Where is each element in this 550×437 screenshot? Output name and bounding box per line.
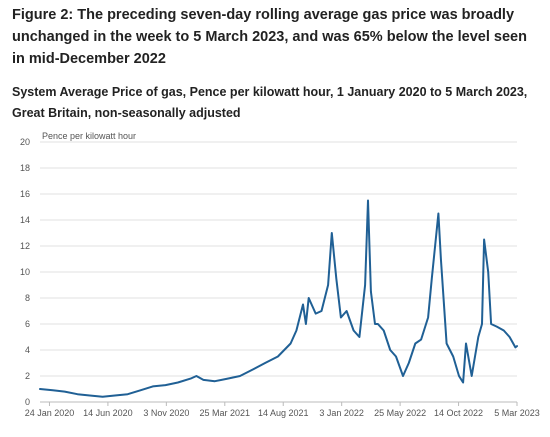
y-tick-label: 10 xyxy=(20,267,30,277)
x-tick-label: 5 Mar 2023 xyxy=(494,408,540,418)
y-tick-label: 20 xyxy=(20,137,30,147)
figure-subtitle: System Average Price of gas, Pence per k… xyxy=(12,85,528,120)
x-tick-label: 14 Aug 2021 xyxy=(258,408,309,418)
x-tick-label: 14 Jun 2020 xyxy=(83,408,133,418)
y-tick-label: 2 xyxy=(25,371,30,381)
x-tick-label: 25 May 2022 xyxy=(374,408,426,418)
x-tick-label: 14 Oct 2022 xyxy=(434,408,483,418)
y-tick-label: 18 xyxy=(20,163,30,173)
y-tick-label: 4 xyxy=(25,345,30,355)
y-tick-label: 12 xyxy=(20,241,30,251)
x-tick-label: 3 Nov 2020 xyxy=(143,408,189,418)
x-tick-label: 24 Jan 2020 xyxy=(25,408,75,418)
y-tick-label: 0 xyxy=(25,397,30,407)
y-axis-label: Pence per kilowatt hour xyxy=(42,131,136,141)
figure-title: Figure 2: The preceding seven-day rollin… xyxy=(12,7,527,67)
y-tick-label: 14 xyxy=(20,215,30,225)
x-tick-label: 3 Jan 2022 xyxy=(319,408,364,418)
line-chart: 0 2 4 6 8 10 12 14 16 18 20 24 Jan 2020 14 Jun 2020 3… xyxy=(20,131,540,418)
y-tick-label: 6 xyxy=(25,319,30,329)
series-line xyxy=(39,199,518,398)
y-tick-label: 8 xyxy=(25,293,30,303)
x-tick-label: 25 Mar 2021 xyxy=(200,408,251,418)
y-tick-label: 16 xyxy=(20,189,30,199)
